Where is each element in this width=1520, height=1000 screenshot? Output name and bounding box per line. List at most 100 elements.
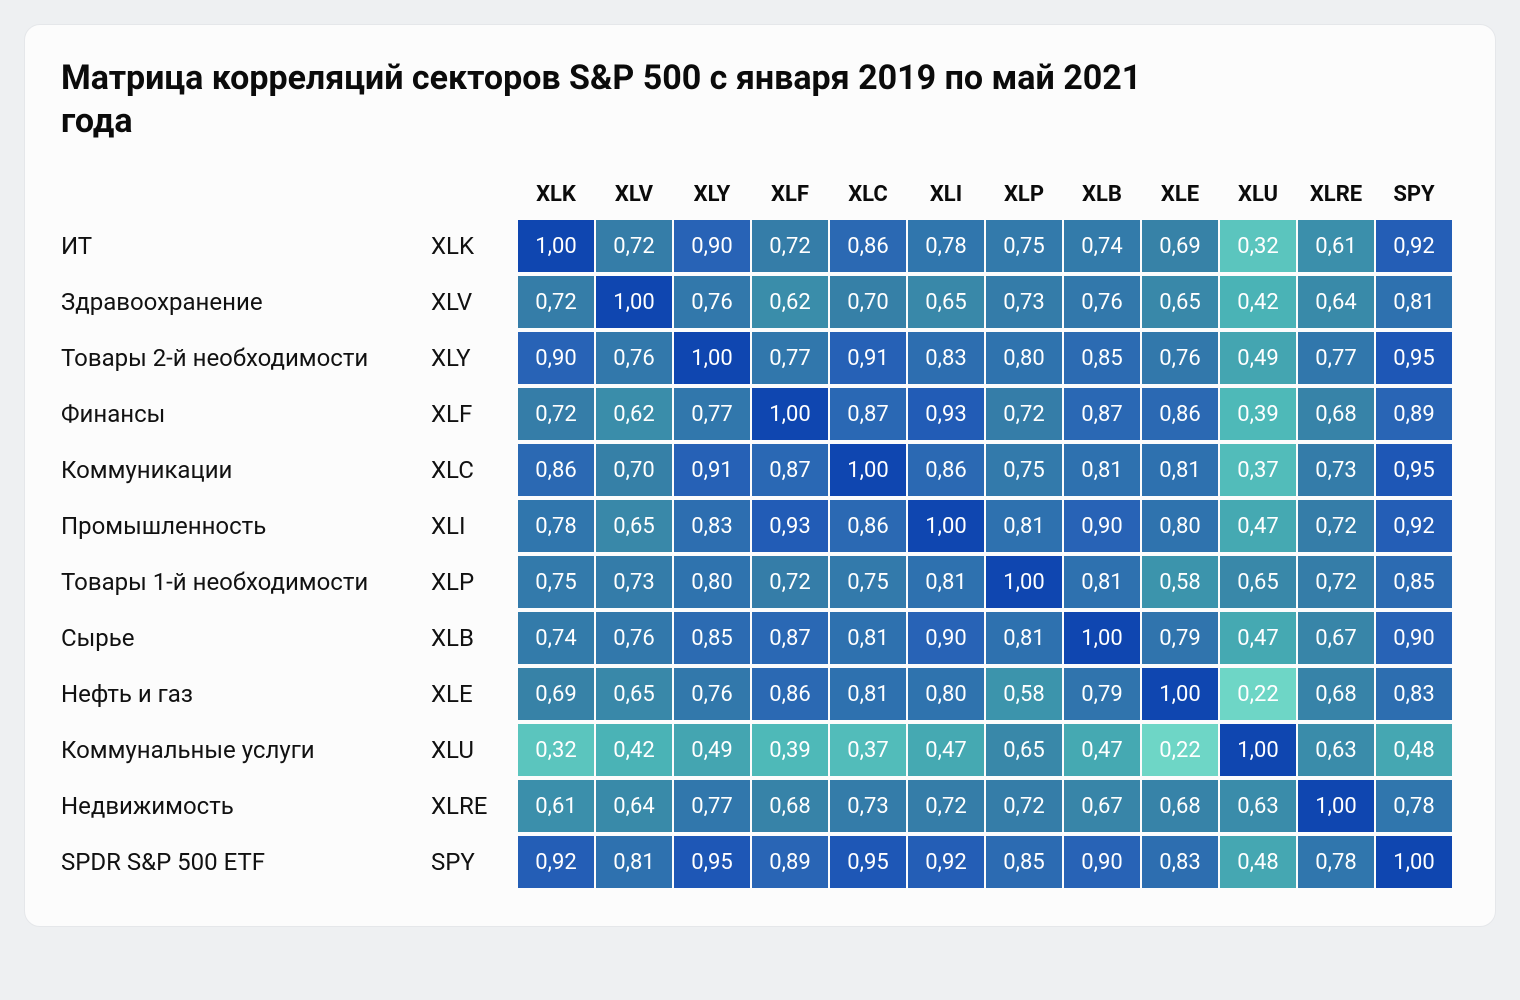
heatmap-cell: 0,65 [1142,276,1218,328]
heatmap-cell: 0,73 [830,780,906,832]
heatmap-cell: 0,81 [1064,556,1140,608]
heatmap-cell: 0,72 [518,388,594,440]
heatmap-cell: 0,32 [1220,220,1296,272]
heatmap-col-header: XLP [985,182,1063,207]
heatmap-cell: 0,90 [674,220,750,272]
heatmap-cell: 0,81 [1142,444,1218,496]
heatmap-cell: 0,83 [674,500,750,552]
heatmap-cell: 0,77 [674,388,750,440]
heatmap-cell: 0,42 [1220,276,1296,328]
heatmap-cell: 0,81 [986,500,1062,552]
heatmap-row-name: Финансы [61,400,431,428]
heatmap-row: ФинансыXLF0,720,620,771,000,870,930,720,… [61,386,1459,442]
heatmap-row-name: Коммуникации [61,456,431,484]
heatmap-row-code: XLP [431,568,517,596]
heatmap-cell: 1,00 [518,220,594,272]
heatmap-row: ПромышленностьXLI0,780,650,830,930,861,0… [61,498,1459,554]
heatmap-cell: 0,90 [908,612,984,664]
heatmap-cell: 0,72 [752,556,828,608]
heatmap-cell: 1,00 [1220,724,1296,776]
heatmap-cell: 0,58 [986,668,1062,720]
heatmap-cell: 0,90 [1376,612,1452,664]
heatmap-cell: 0,76 [1064,276,1140,328]
heatmap-cell: 0,47 [1220,500,1296,552]
heatmap-cell: 1,00 [986,556,1062,608]
heatmap-row-name: Нефть и газ [61,680,431,708]
heatmap-cell: 0,92 [518,836,594,888]
heatmap-cell: 0,67 [1064,780,1140,832]
heatmap-cell: 0,72 [1298,500,1374,552]
heatmap-cell: 0,63 [1220,780,1296,832]
heatmap-cell: 0,74 [1064,220,1140,272]
heatmap-cell: 0,81 [1064,444,1140,496]
heatmap-cell: 0,85 [674,612,750,664]
heatmap-cell: 0,62 [752,276,828,328]
heatmap-cell: 0,91 [674,444,750,496]
heatmap-cell: 0,68 [1142,780,1218,832]
heatmap-cell: 0,49 [1220,332,1296,384]
heatmap-cell: 0,86 [830,220,906,272]
heatmap-cell: 0,65 [596,668,672,720]
heatmap-cell: 0,86 [752,668,828,720]
heatmap-row-code: XLI [431,512,517,540]
heatmap-cell: 0,87 [752,444,828,496]
heatmap-cell: 0,92 [1376,220,1452,272]
heatmap-cell: 0,95 [1376,332,1452,384]
heatmap-cell: 0,74 [518,612,594,664]
heatmap-cell: 0,75 [986,220,1062,272]
heatmap-row: НедвижимостьXLRE0,610,640,770,680,730,72… [61,778,1459,834]
heatmap-cell: 0,72 [986,780,1062,832]
heatmap-cell: 0,49 [674,724,750,776]
heatmap-cell: 0,83 [1376,668,1452,720]
heatmap-cell: 0,48 [1220,836,1296,888]
heatmap-cell: 0,78 [518,500,594,552]
heatmap-cell: 1,00 [830,444,906,496]
heatmap-cell: 0,87 [752,612,828,664]
heatmap-row: Нефть и газXLE0,690,650,760,860,810,800,… [61,666,1459,722]
heatmap-row-name: ИТ [61,232,431,260]
heatmap-cell: 0,75 [518,556,594,608]
heatmap-row-name: Коммунальные услуги [61,736,431,764]
heatmap-cell: 0,93 [752,500,828,552]
heatmap-cell: 0,86 [518,444,594,496]
heatmap-cell: 0,72 [596,220,672,272]
heatmap-cell: 0,64 [596,780,672,832]
heatmap-row-code: XLY [431,344,517,372]
heatmap-header-row: XLKXLVXLYXLFXLCXLIXLPXLBXLEXLUXLRESPY [61,170,1459,218]
heatmap-row: ЗдравоохранениеXLV0,721,000,760,620,700,… [61,274,1459,330]
heatmap-col-header: XLRE [1297,182,1375,207]
heatmap-cell: 0,70 [830,276,906,328]
heatmap-cell: 0,85 [1376,556,1452,608]
heatmap-cell: 0,89 [752,836,828,888]
heatmap-cell: 0,22 [1220,668,1296,720]
heatmap-row-name: Промышленность [61,512,431,540]
heatmap-cell: 0,76 [1142,332,1218,384]
heatmap-row: Товары 2-й необходимостиXLY0,900,761,000… [61,330,1459,386]
heatmap-cell: 1,00 [752,388,828,440]
heatmap-cell: 0,65 [986,724,1062,776]
heatmap-cell: 0,78 [1298,836,1374,888]
heatmap-cell: 0,63 [1298,724,1374,776]
heatmap-cell: 0,81 [830,668,906,720]
heatmap-col-header: XLU [1219,182,1297,207]
heatmap-col-header: XLB [1063,182,1141,207]
heatmap-cell: 0,22 [1142,724,1218,776]
heatmap-cell: 0,76 [596,332,672,384]
heatmap-row-name: Сырье [61,624,431,652]
heatmap-cell: 0,92 [908,836,984,888]
heatmap-cell: 0,90 [1064,500,1140,552]
heatmap-cell: 0,86 [830,500,906,552]
heatmap-cell: 0,87 [1064,388,1140,440]
heatmap-cell: 0,47 [1220,612,1296,664]
heatmap-row-code: XLC [431,456,517,484]
heatmap-row-code: XLK [431,232,517,260]
heatmap-cell: 0,68 [1298,388,1374,440]
heatmap-row-code: XLU [431,736,517,764]
heatmap-row-name: SPDR S&P 500 ETF [61,848,431,876]
heatmap-cell: 0,72 [986,388,1062,440]
heatmap-col-header: XLI [907,182,985,207]
heatmap-row-code: XLF [431,400,517,428]
heatmap-cell: 0,81 [986,612,1062,664]
heatmap-cell: 0,95 [674,836,750,888]
heatmap-cell: 0,72 [752,220,828,272]
